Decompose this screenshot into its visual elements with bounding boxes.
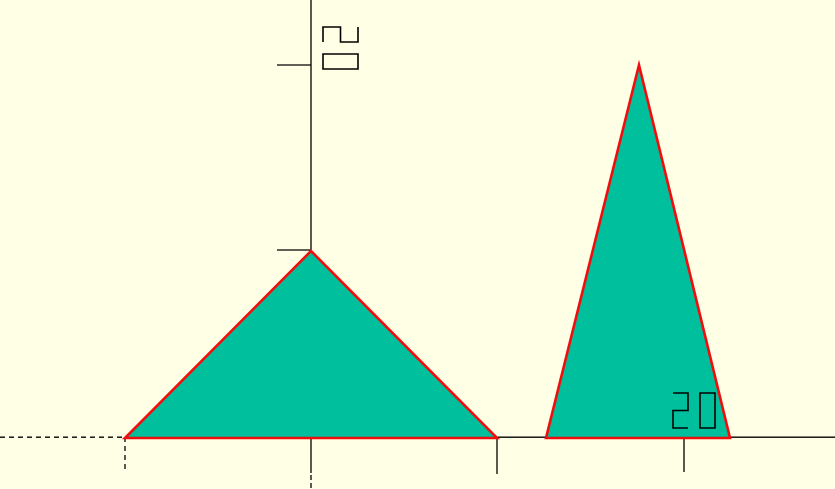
digit-glyph-2 [322,26,359,43]
x-dimension-label [672,392,716,429]
right-triangle [544,59,732,440]
digit-glyph-2 [672,392,689,429]
shapes-group [121,59,732,440]
ticks-group [124,64,685,474]
digit-glyph-0 [699,392,716,429]
dimension-labels-group [322,26,716,429]
y-dimension-label [322,26,359,70]
digit-glyph-0 [322,53,359,70]
left-triangle [121,249,501,440]
